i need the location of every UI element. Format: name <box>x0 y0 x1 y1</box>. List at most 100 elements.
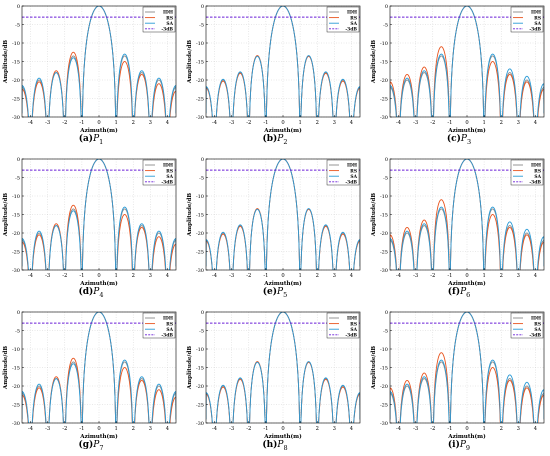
x-tick-label: 0 <box>465 273 468 279</box>
y-tick-label: 0 <box>17 4 20 10</box>
x-axis-label: Azimuth(m) <box>79 433 118 440</box>
x-tick-label: -3 <box>45 426 50 432</box>
caption-symbol: P <box>460 287 467 297</box>
y-tick-label: -15 <box>12 59 20 65</box>
legend-label: -3dB <box>345 181 357 186</box>
caption-label: (d) <box>78 287 94 297</box>
y-axis-label: Amplitude/dB <box>3 40 9 84</box>
chart-panel: -4 -3 -2 -1 0 1 2 3 4 0 -5 -10 -15 -20 -25 -30 Azimuth(m… <box>184 306 366 456</box>
x-tick-label: -3 <box>229 426 234 432</box>
x-tick-label: 3 <box>149 426 152 432</box>
caption-subscript: 1 <box>99 137 104 146</box>
x-tick-label: -1 <box>79 426 84 432</box>
x-tick-label: -4 <box>28 273 34 279</box>
x-tick-label: 2 <box>500 426 503 432</box>
y-tick-label: -20 <box>380 78 388 84</box>
x-tick-label: -4 <box>212 426 218 432</box>
legend-label: SA <box>534 22 541 27</box>
legend-label: IDH <box>347 11 357 16</box>
x-axis-label: Azimuth(m) <box>447 127 486 134</box>
x-tick-label: 1 <box>482 426 485 432</box>
x-tick-label: -3 <box>45 273 50 279</box>
chart-panel: -4 -3 -2 -1 0 1 2 3 4 0 -5 -10 -15 -20 -25 -30 Azimuth(m… <box>368 153 550 303</box>
y-tick-label: -20 <box>12 78 20 84</box>
legend-label: RS <box>534 16 541 21</box>
x-tick-label: -3 <box>413 273 418 279</box>
legend-label: SA <box>166 328 173 333</box>
x-tick-label: -4 <box>396 273 402 279</box>
chart-panel: -4 -3 -2 -1 0 1 2 3 4 0 -5 -10 -15 -20 -25 -30 Azimuth(m… <box>0 0 182 150</box>
y-tick-label: 0 <box>17 310 20 316</box>
x-tick-label: -2 <box>246 426 251 432</box>
legend-label: IDH <box>163 11 173 16</box>
x-tick-label: 4 <box>166 426 170 432</box>
subfigure-caption: (h)P8 <box>184 440 366 452</box>
caption-label: (f) <box>447 287 461 297</box>
y-tick-label: -15 <box>196 365 204 371</box>
y-tick-label: -15 <box>380 212 388 218</box>
y-tick-label: -10 <box>12 41 20 47</box>
y-tick-label: -30 <box>12 268 20 274</box>
x-tick-label: -4 <box>28 426 34 432</box>
y-tick-label: -5 <box>383 22 388 28</box>
x-tick-label: -1 <box>79 120 84 126</box>
x-tick-label: 1 <box>298 120 301 126</box>
x-tick-label: 4 <box>350 120 354 126</box>
y-tick-label: -20 <box>12 231 20 237</box>
y-tick-label: 0 <box>17 157 20 163</box>
caption-symbol: P <box>277 440 284 450</box>
y-tick-label: -25 <box>196 249 204 255</box>
chart-svg: -4 -3 -2 -1 0 1 2 3 40-5-10-15-20-25-30Azimuth(m… <box>187 4 361 134</box>
y-tick-label: -10 <box>196 194 204 200</box>
x-tick-label: -4 <box>28 120 34 126</box>
x-tick-label: 2 <box>132 120 135 126</box>
y-tick-label: 0 <box>385 4 388 10</box>
y-tick-label: 0 <box>385 310 388 316</box>
x-tick-label: 3 <box>149 273 152 279</box>
y-axis-label: Amplitude/dB <box>371 193 377 237</box>
chart-svg: -4 -3 -2 -1 0 1 2 3 40-5-10-15-20-25-30Azimuth(m… <box>187 310 361 440</box>
legend-label: SA <box>166 175 173 180</box>
x-tick-label: -3 <box>229 273 234 279</box>
subfigure-caption: (b)P2 <box>184 134 366 146</box>
x-tick-label: 3 <box>517 120 520 126</box>
x-tick-label: 1 <box>114 120 117 126</box>
legend-label: SA <box>350 22 357 27</box>
subfigure-caption: (e)P5 <box>184 287 366 299</box>
x-tick-label: 1 <box>482 273 485 279</box>
x-tick-label: -3 <box>229 120 234 126</box>
caption-label: (g) <box>78 440 94 450</box>
caption-symbol: P <box>93 440 100 450</box>
x-axis-label: Azimuth(m) <box>263 280 302 287</box>
subfigure-caption: (d)P4 <box>0 287 182 299</box>
y-tick-label: -5 <box>383 328 388 334</box>
subfigure-caption: (a)P1 <box>0 134 182 146</box>
legend-label: SA <box>534 175 541 180</box>
subfigure-caption: (i)P9 <box>368 440 550 452</box>
x-tick-label: -1 <box>447 426 452 432</box>
legend-label: SA <box>350 328 357 333</box>
y-axis-label: Amplitude/dB <box>3 193 9 237</box>
y-axis-label: Amplitude/dB <box>371 346 377 390</box>
y-tick-label: -25 <box>196 402 204 408</box>
legend-label: IDH <box>163 317 173 322</box>
x-tick-label: 2 <box>500 273 503 279</box>
legend-label: IDH <box>347 317 357 322</box>
y-tick-label: -5 <box>15 328 20 334</box>
y-tick-label: -15 <box>12 212 20 218</box>
y-tick-label: -30 <box>196 268 204 274</box>
legend-label: -3dB <box>161 181 173 186</box>
y-tick-label: 0 <box>385 157 388 163</box>
x-tick-label: 0 <box>97 273 100 279</box>
y-tick-label: -30 <box>196 421 204 427</box>
legend-label: -3dB <box>529 181 541 186</box>
legend-label: RS <box>350 16 357 21</box>
caption-subscript: 2 <box>283 137 288 146</box>
x-tick-label: -1 <box>447 120 452 126</box>
y-tick-label: -20 <box>196 78 204 84</box>
legend-label: RS <box>534 169 541 174</box>
x-axis-label: Azimuth(m) <box>447 433 486 440</box>
x-tick-label: 3 <box>149 120 152 126</box>
y-axis-label: Amplitude/dB <box>187 40 193 84</box>
